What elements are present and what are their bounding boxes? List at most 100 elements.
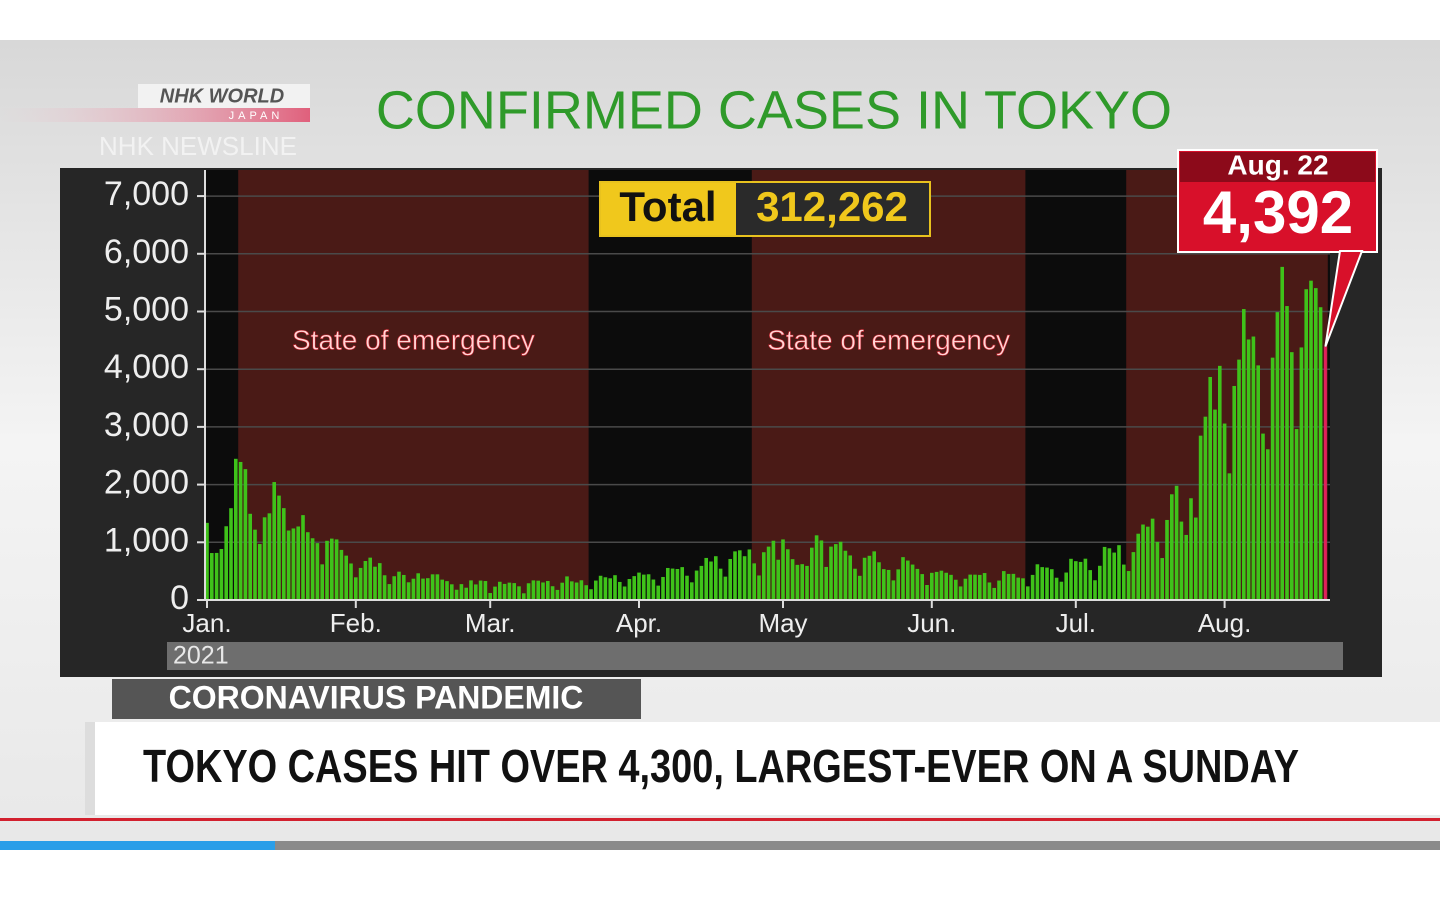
bar [762,552,766,600]
bar [944,572,948,600]
bar [824,566,828,600]
x-tick-label: Jan. [182,608,231,638]
bar [1016,577,1020,600]
bar [1131,552,1136,600]
bar [493,586,497,600]
bar [1218,365,1222,600]
bar [286,530,291,600]
bar [1035,564,1040,600]
bar [421,578,425,600]
bar [459,584,464,600]
x-tick-label: Mar. [465,608,516,638]
bar [1155,541,1160,600]
bar [661,576,665,600]
bar [531,580,536,600]
bar [906,560,910,600]
bar [982,573,987,600]
bar [315,543,320,600]
bar [958,586,963,600]
bar [618,581,622,600]
bar [512,583,516,600]
bar [805,565,809,600]
bar [1246,339,1251,600]
bar [1194,517,1198,600]
logo: NHK WORLD [160,85,284,107]
bar [1064,572,1068,600]
bar [1126,571,1131,600]
bar [262,517,267,600]
bar [344,555,348,600]
bar [435,574,440,600]
bar [214,552,219,600]
bar [1102,546,1107,600]
bar [810,547,814,600]
bar [1074,561,1078,600]
bar [1294,429,1299,600]
bar [502,583,507,600]
range-label: State of emergency [292,324,535,355]
bar [210,553,214,600]
bar [272,482,276,600]
bar [968,574,972,600]
bar [963,578,968,600]
year-bar [167,642,1343,670]
y-tick-label: 6,000 [104,233,189,271]
topic: CORONAVIRUS PANDEMIC [169,679,584,715]
bar [546,580,550,600]
bar [872,551,876,600]
bar [603,577,608,600]
bar [728,558,732,600]
bar [709,561,713,600]
bar [877,562,881,600]
bar [258,544,262,600]
bar [224,526,228,600]
bar [1059,581,1064,600]
bar [757,575,761,600]
bar [637,572,641,600]
bar [1270,357,1275,600]
bar [670,568,675,600]
range-label: State of emergency [767,324,1010,355]
bar [301,515,305,600]
bar [714,556,718,600]
bar [1242,309,1246,600]
bar [402,574,406,600]
bar [483,581,488,600]
bar [267,513,272,600]
bar [397,571,401,600]
bar [334,539,339,600]
callout-pointer [1324,250,1364,347]
bar [296,526,300,600]
bar [920,574,924,600]
bar [277,495,281,600]
bar [579,580,584,600]
bar [1006,573,1011,600]
bar [1251,336,1256,600]
bar [291,528,296,600]
bar [382,575,387,600]
bar [733,551,737,600]
bar [776,559,780,600]
bar [1213,409,1217,600]
bar [1174,485,1179,600]
bar [622,586,627,600]
bar [896,569,900,600]
bar [478,580,483,600]
logo-sub: JAPAN [229,110,284,122]
bar [498,581,502,600]
bar [526,583,531,600]
bar [426,578,430,600]
bar [1309,280,1313,600]
bar [704,557,708,600]
bar [949,574,953,600]
bar [330,538,334,600]
bar [608,578,612,600]
bar [862,557,867,600]
bar [1232,385,1236,600]
bar [1189,498,1193,600]
bar [517,586,521,600]
callout-head [1180,152,1375,182]
bar [1237,359,1241,600]
progress-fill [0,841,275,850]
